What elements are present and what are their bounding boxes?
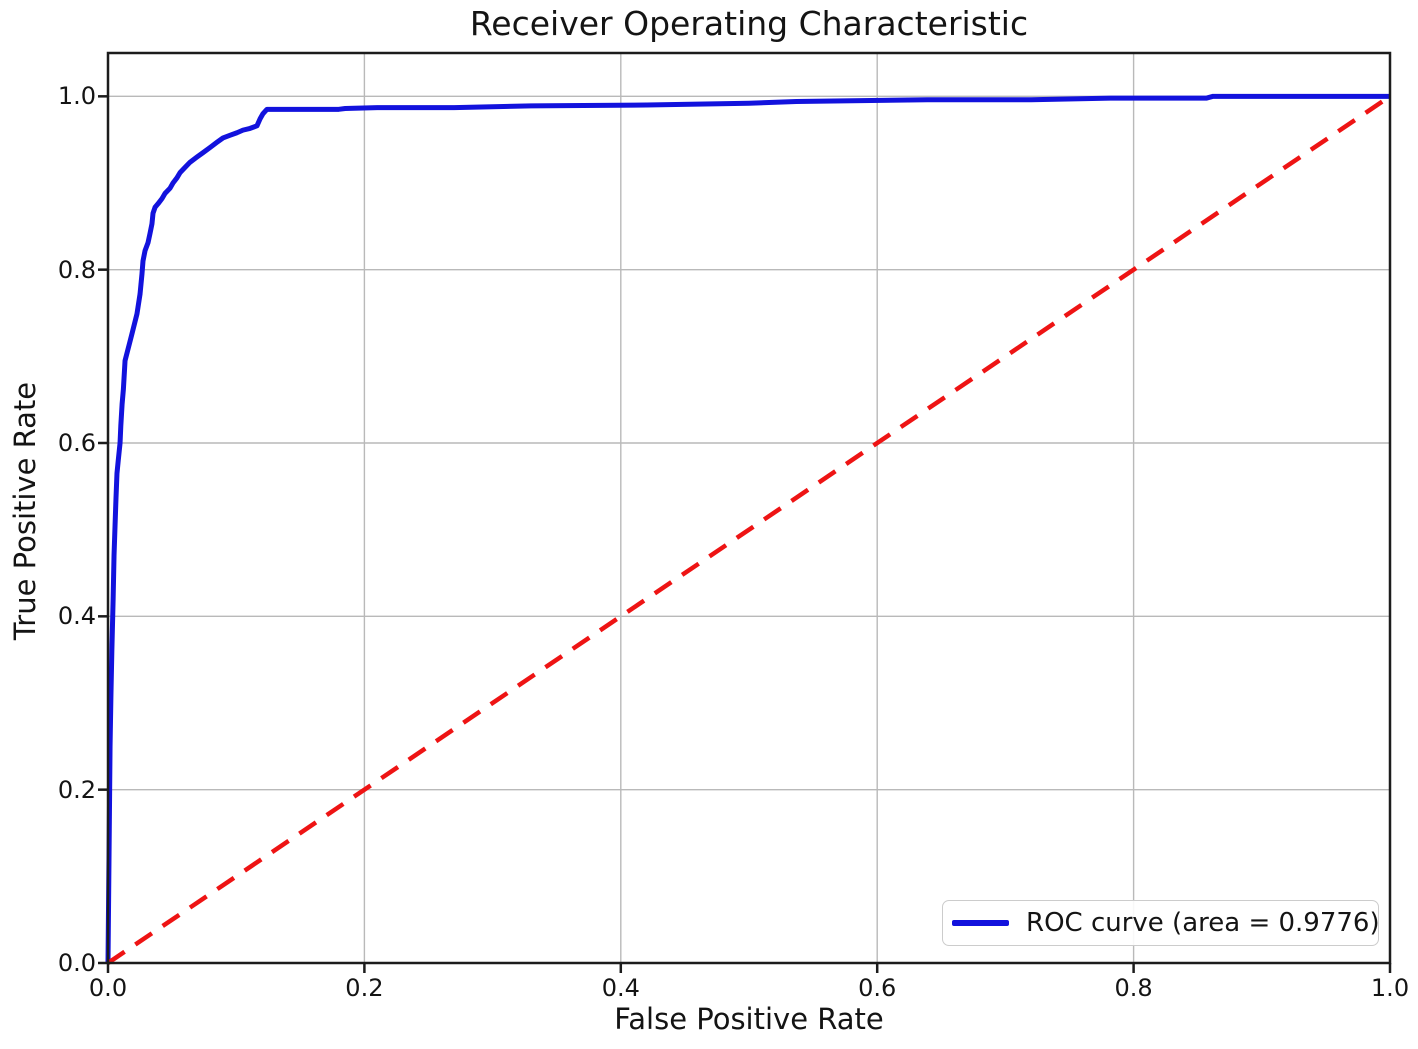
x-tick-label: 0.8 — [1114, 974, 1153, 1002]
plot-border — [106, 51, 1392, 965]
y-tick-label: 0.0 — [57, 949, 96, 977]
roc-curve-line — [105, 93, 1390, 964]
legend-roc-line-sample — [952, 920, 1009, 926]
legend-roc-label: ROC curve (area = 0.9776) — [1026, 908, 1380, 938]
y-tick-label: 0.4 — [57, 602, 96, 631]
chance-diagonal-line — [106, 94, 1392, 965]
tick-marks — [98, 95, 1392, 973]
y-tick-label: 0.8 — [57, 255, 96, 284]
x-tick-label: 0.0 — [88, 974, 128, 1002]
legend: ROC curve (area = 0.9776) — [942, 900, 1380, 946]
y-tick-label: 0.6 — [57, 429, 96, 457]
y-tick-label: 0.2 — [57, 775, 96, 804]
gridlines — [108, 53, 1390, 963]
x-tick-label: 0.2 — [345, 974, 384, 1002]
x-axis-label: False Positive Rate — [614, 1002, 884, 1036]
y-tick-label: 1.0 — [57, 82, 96, 111]
x-tick-label: 0.6 — [858, 974, 897, 1002]
x-tick-label: 0.4 — [601, 974, 640, 1002]
series-lines — [105, 93, 1392, 965]
chart-title: Receiver Operating Characteristic — [469, 4, 1029, 43]
x-tick-label: 1.0 — [1370, 974, 1410, 1002]
